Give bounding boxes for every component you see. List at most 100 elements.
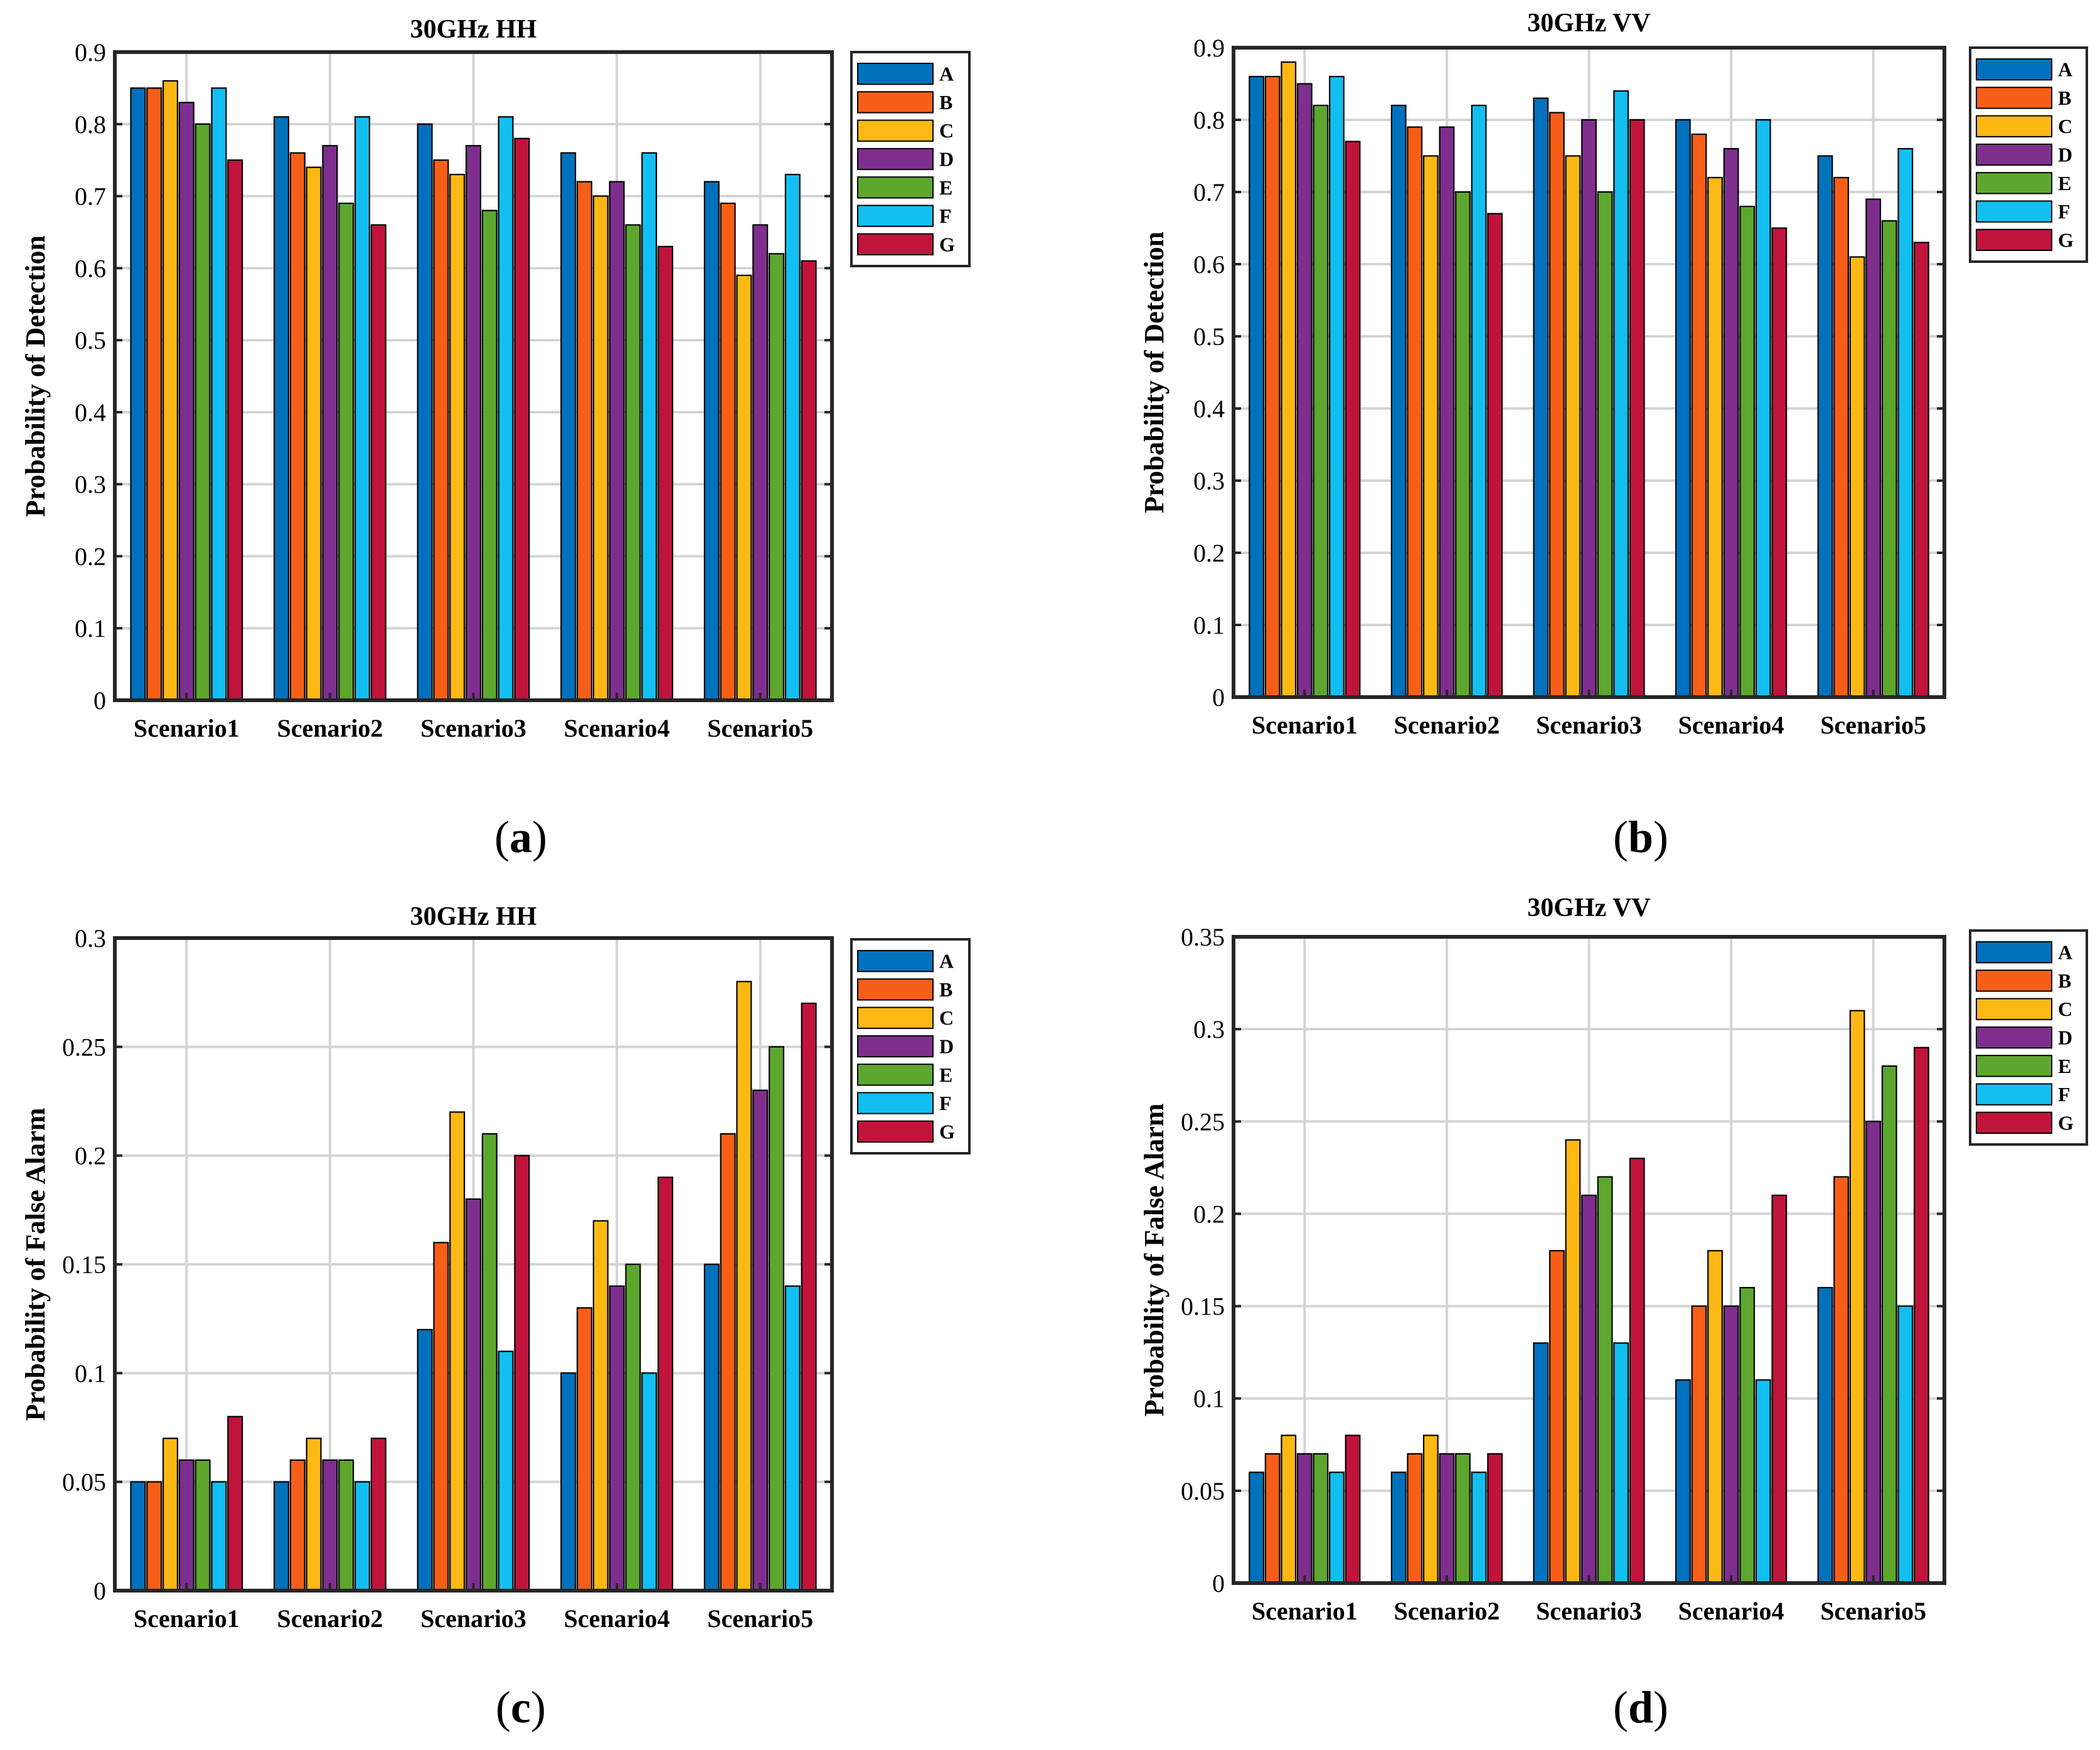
legend-swatch-F xyxy=(1976,1083,2052,1106)
panel-letter: a xyxy=(509,812,532,862)
ytick-label: 0.7 xyxy=(1193,178,1225,206)
bar-F-Scenario3 xyxy=(1613,90,1629,698)
bar-E-Scenario4 xyxy=(1739,205,1756,698)
bar-E-Scenario1 xyxy=(195,1459,211,1592)
xtick-label: Scenario5 xyxy=(1820,1597,1926,1625)
panel-caption: (b) xyxy=(1613,812,1668,862)
ytick-label: 0 xyxy=(1212,1569,1225,1598)
bar-B-Scenario4 xyxy=(1691,133,1707,698)
xtick-label: Scenario5 xyxy=(707,714,813,742)
bar-F-Scenario3 xyxy=(498,1350,514,1592)
bar-G-Scenario2 xyxy=(1487,1453,1503,1584)
legend-label-C: C xyxy=(2058,115,2072,137)
bar-E-Scenario4 xyxy=(625,224,641,702)
bar-B-Scenario5 xyxy=(1833,1176,1849,1584)
bar-A-Scenario2 xyxy=(1390,104,1407,698)
legend-label-F: F xyxy=(939,205,952,227)
bar-C-Scenario1 xyxy=(163,1438,179,1592)
bar-E-Scenario5 xyxy=(768,253,784,702)
legend-swatch-A xyxy=(1976,941,2052,964)
ytick-label: 0.4 xyxy=(75,398,106,427)
bar-C-Scenario5 xyxy=(1849,256,1865,698)
bar-G-Scenario5 xyxy=(1914,1047,1929,1584)
bar-F-Scenario4 xyxy=(1755,1379,1771,1584)
bar-G-Scenario4 xyxy=(1771,1194,1788,1584)
legend-label-E: E xyxy=(2058,1055,2071,1077)
ytick-label: 0 xyxy=(1212,683,1225,712)
xtick-label: Scenario2 xyxy=(1394,1597,1500,1625)
bar-C-Scenario3 xyxy=(1565,1139,1581,1584)
legend-label-E: E xyxy=(939,1064,952,1086)
legend-label-D: D xyxy=(2058,144,2072,166)
bar-C-Scenario4 xyxy=(1707,1250,1723,1584)
bar-G-Scenario5 xyxy=(1914,242,1929,698)
bar-F-Scenario3 xyxy=(498,116,514,702)
bar-B-Scenario5 xyxy=(720,202,736,702)
chart-panel-d: 0 0.05 0.1 0.15 0.2 0.25 0.3 0.35 Scenario1 Scena… xyxy=(1139,894,2088,1732)
bar-B-Scenario1 xyxy=(1264,1453,1281,1584)
bar-A-Scenario2 xyxy=(1390,1471,1407,1584)
ytick-label: 0.15 xyxy=(1181,1293,1225,1321)
legend-swatch-E xyxy=(1976,172,2052,195)
bar-A-Scenario2 xyxy=(274,1481,290,1592)
bar-E-Scenario4 xyxy=(625,1263,641,1592)
legend-label-E: E xyxy=(2058,172,2071,195)
bar-A-Scenario5 xyxy=(1817,155,1833,698)
chart-title: 30GHz HH xyxy=(410,15,537,44)
xtick-label: Scenario4 xyxy=(1678,711,1784,739)
bar-A-Scenario4 xyxy=(1675,119,1691,698)
bar-F-Scenario1 xyxy=(1329,1471,1345,1584)
bar-B-Scenario3 xyxy=(1548,112,1565,698)
ytick-label: 0.5 xyxy=(1193,323,1225,351)
bar-B-Scenario2 xyxy=(289,152,306,702)
bar-D-Scenario4 xyxy=(609,181,625,702)
bar-C-Scenario2 xyxy=(306,1438,322,1592)
legend-swatch-C xyxy=(1976,115,2052,137)
bar-F-Scenario1 xyxy=(1329,75,1345,698)
legend-label-C: C xyxy=(2058,998,2072,1020)
bar-A-Scenario1 xyxy=(1249,1471,1264,1584)
bar-B-Scenario3 xyxy=(433,1242,449,1592)
ytick-label: 0.25 xyxy=(1181,1107,1225,1136)
legend-label-C: C xyxy=(939,119,954,142)
chart-panel-b: 0 0.1 0.2 0.3 0.4 0.5 0.6 0.7 0.8 0.9 Scenario1 Sce… xyxy=(1139,9,2088,862)
ytick-label: 0.35 xyxy=(1181,923,1225,951)
bar-G-Scenario3 xyxy=(514,1155,530,1592)
bar-E-Scenario2 xyxy=(1455,1453,1471,1584)
legend-swatch-G xyxy=(1976,1111,2052,1134)
ytick-label: 0.1 xyxy=(1193,611,1225,639)
ytick-label: 0.2 xyxy=(1193,539,1225,567)
ytick-label: 0.8 xyxy=(75,110,106,139)
ytick-label: 0.05 xyxy=(1181,1477,1225,1505)
xtick-label: Scenario1 xyxy=(134,1604,240,1633)
bar-F-Scenario3 xyxy=(1613,1342,1629,1584)
legend-swatch-A xyxy=(857,950,934,973)
legend-swatch-B xyxy=(1976,87,2052,109)
bar-E-Scenario5 xyxy=(1881,1065,1897,1584)
legend-label-E: E xyxy=(939,176,952,199)
bar-C-Scenario3 xyxy=(449,174,466,702)
bar-F-Scenario4 xyxy=(1755,119,1771,698)
xtick-label: Scenario1 xyxy=(1252,1597,1358,1625)
legend-swatch-B xyxy=(857,978,934,1001)
xtick-label: Scenario3 xyxy=(420,1604,526,1633)
legend-label-G: G xyxy=(2058,228,2074,251)
ytick-label: 0.25 xyxy=(62,1033,106,1061)
legend-label-A: A xyxy=(939,950,954,973)
legend-label-D: D xyxy=(2058,1027,2072,1049)
bar-A-Scenario3 xyxy=(1533,1342,1549,1584)
bar-E-Scenario3 xyxy=(1597,1176,1613,1584)
y-axis-label: Probability of False Alarm xyxy=(20,1107,51,1421)
ytick-label: 0.1 xyxy=(75,614,106,643)
bar-E-Scenario3 xyxy=(1597,191,1613,698)
bar-A-Scenario3 xyxy=(1533,97,1549,698)
bar-D-Scenario3 xyxy=(1581,1194,1597,1584)
chart-title: 30GHz VV xyxy=(1527,9,1650,38)
ytick-label: 0.3 xyxy=(1193,467,1225,495)
chart-title: 30GHz VV xyxy=(1527,894,1650,922)
legend-swatch-D xyxy=(857,147,934,171)
bar-C-Scenario1 xyxy=(1281,1434,1297,1584)
legend-label-F: F xyxy=(2058,200,2071,223)
bar-B-Scenario5 xyxy=(1833,176,1849,698)
